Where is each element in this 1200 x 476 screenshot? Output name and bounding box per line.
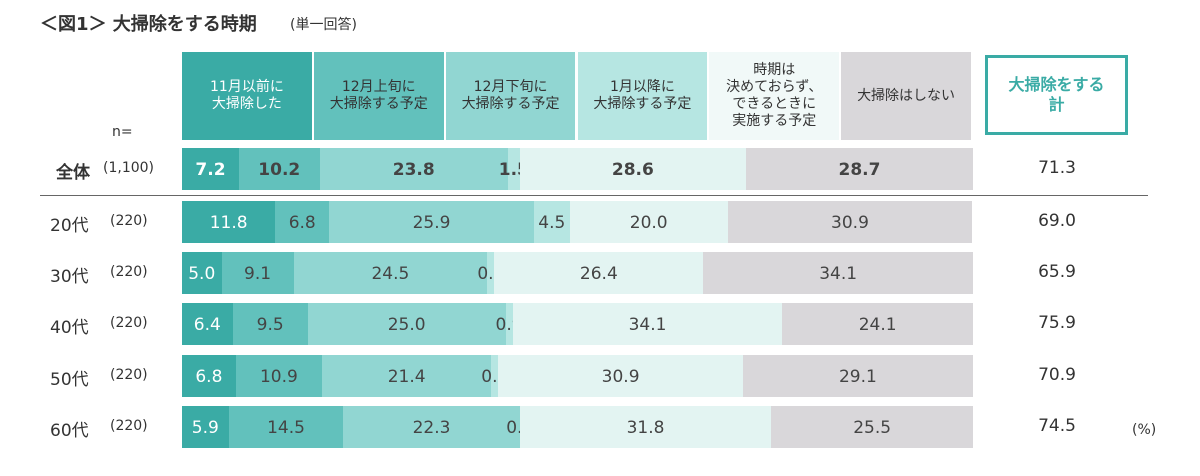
bar-segment [307, 303, 506, 346]
bar-segment [494, 252, 704, 295]
bar-segment [293, 252, 488, 295]
row-label: 50代 [50, 369, 89, 390]
bar-segment [703, 252, 973, 295]
value-label: 22.3 [412, 417, 451, 438]
value-label: 25.0 [387, 315, 426, 336]
value-label: 29.1 [838, 366, 877, 387]
value-label: 28.6 [611, 160, 654, 180]
value-label: 30.9 [601, 366, 640, 387]
value-label: 9.1 [244, 264, 272, 285]
unit-label: (%) [1132, 422, 1157, 438]
value-label: 7.2 [195, 160, 226, 180]
bar-segment [329, 201, 534, 243]
row-n: (220) [110, 315, 148, 332]
total-value: 74.5 [1038, 415, 1076, 436]
n-label: n= [112, 124, 133, 140]
total-value: 69.0 [1038, 211, 1076, 231]
total-value: 65.9 [1038, 262, 1076, 283]
bar-segment [221, 252, 294, 295]
total-value: 71.3 [1038, 158, 1076, 178]
bar-segment [232, 303, 308, 346]
row-n: (220) [110, 213, 148, 229]
value-label: 21.4 [387, 366, 426, 387]
value-label: 14.5 [267, 417, 305, 438]
chart-title: ＜図1＞ 大掃除をする時期 [40, 14, 257, 35]
value-label: 6.8 [288, 213, 316, 233]
bar-segment [727, 201, 973, 243]
bar-segment [238, 148, 320, 190]
value-label: 5.0 [188, 264, 216, 285]
separator [40, 195, 1148, 196]
bar-segment [512, 303, 783, 346]
value-label: 23.8 [392, 160, 435, 180]
value-label: 10.2 [258, 160, 301, 180]
value-label: 6.8 [195, 366, 223, 387]
total-header: 大掃除をする 計 [985, 55, 1128, 135]
bar-segment [771, 405, 973, 448]
value-label: 10.9 [259, 366, 298, 387]
bar-segment [519, 148, 746, 190]
value-label: 26.4 [579, 264, 618, 285]
total-value: 70.9 [1038, 364, 1076, 385]
row-label: 30代 [50, 267, 89, 288]
value-label: 11.8 [209, 213, 248, 233]
legend-header: 12月下旬に 大掃除する予定 [445, 52, 576, 140]
subtitle: (単一回答) [290, 17, 357, 33]
row-n: (1,100) [103, 160, 155, 176]
total-value: 75.9 [1038, 313, 1076, 334]
bar-segment [491, 354, 499, 397]
bar-segment [498, 354, 743, 397]
value-label: 24.1 [858, 315, 897, 336]
bar-segment [745, 148, 973, 190]
bar-segment [519, 405, 772, 448]
legend-header: 12月上旬に 大掃除する予定 [313, 52, 444, 140]
bar-segment [182, 405, 229, 448]
bar-segment [507, 148, 520, 190]
bar-segment [182, 252, 222, 295]
row-label: 20代 [50, 216, 89, 236]
bar-segment [742, 354, 973, 397]
bar-segment [322, 354, 492, 397]
row-n: (220) [110, 366, 148, 383]
bar-segment [533, 201, 570, 243]
bar-segment [182, 148, 239, 190]
value-label: 6.4 [193, 315, 221, 336]
legend-header: 11月以前に 大掃除した [182, 52, 312, 140]
bar-segment [228, 405, 344, 448]
value-label: 34.1 [819, 264, 858, 285]
legend-header: 時期は 決めておらず、 できるときに 実施する予定 [709, 52, 840, 140]
bar-segment [275, 201, 330, 243]
row-n: (220) [110, 264, 148, 281]
bar-segment [569, 201, 728, 243]
bar-segment [182, 201, 276, 243]
value-label: 4.5 [538, 213, 566, 233]
row-label: 全体 [56, 163, 90, 183]
bar-segment [182, 354, 236, 397]
row-label: 40代 [50, 318, 89, 339]
value-label: 5.9 [191, 417, 219, 438]
bar-segment [487, 252, 495, 295]
value-label: 25.9 [412, 213, 451, 233]
value-label: 20.0 [629, 213, 668, 233]
value-label: 28.7 [838, 160, 881, 180]
value-label: 25.5 [853, 417, 892, 438]
legend-header: 1月以降に 大掃除する予定 [577, 52, 708, 140]
bar-segment [235, 354, 322, 397]
value-label: 30.9 [831, 213, 869, 233]
value-label: 34.1 [628, 315, 667, 336]
legend-header: 大掃除はしない [841, 52, 971, 140]
value-label: 9.5 [256, 315, 284, 336]
bar-segment [505, 303, 513, 346]
bar-segment [782, 303, 973, 346]
bar-segment [182, 303, 233, 346]
value-label: 24.5 [371, 264, 410, 285]
bar-segment [319, 148, 508, 190]
row-label: 60代 [50, 420, 89, 441]
row-n: (220) [110, 417, 148, 434]
bar-segment [343, 405, 520, 448]
value-label: 31.8 [626, 417, 665, 438]
